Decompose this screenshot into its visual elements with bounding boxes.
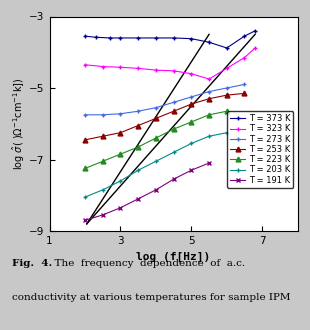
Line: T = 273 K: T = 273 K (82, 82, 247, 117)
T = 273 K (83, 113, 87, 117)
Line: T = 223 K: T = 223 K (82, 109, 229, 171)
Legend: T = 373 K, T = 323 K, T = 273 K, T = 253 K, T = 223 K, T = 203 K, T = 191 K: T = 373 K, T = 323 K, T = 273 K, T = 253… (227, 111, 294, 188)
T = 253 K (136, 123, 140, 127)
T = 253 K (172, 109, 175, 113)
T = 203 K (119, 179, 122, 183)
T = 191 K (136, 197, 140, 201)
T = 223 K (207, 113, 211, 117)
T = 253 K (207, 97, 211, 101)
T = 191 K (101, 213, 104, 217)
Line: T = 253 K: T = 253 K (82, 91, 247, 142)
T = 373 K (189, 37, 193, 41)
T = 191 K (154, 188, 158, 192)
T = 223 K (225, 109, 228, 113)
Text: The  frequency  dependence  of  a.c.: The frequency dependence of a.c. (48, 259, 245, 268)
T = 323 K (225, 66, 228, 70)
T = 273 K (189, 95, 193, 99)
T = 203 K (154, 159, 158, 163)
T = 203 K (189, 142, 193, 146)
T = 373 K (207, 40, 211, 44)
T = 223 K (154, 136, 158, 140)
T = 373 K (253, 29, 257, 33)
T = 273 K (172, 100, 175, 104)
T = 373 K (94, 35, 98, 39)
T = 253 K (119, 131, 122, 135)
Line: T = 373 K: T = 373 K (82, 28, 258, 50)
T = 253 K (101, 134, 104, 138)
T = 373 K (154, 36, 158, 40)
Line: T = 191 K: T = 191 K (82, 161, 211, 223)
T = 191 K (172, 177, 175, 181)
T = 223 K (119, 152, 122, 156)
T = 253 K (189, 102, 193, 106)
T = 373 K (243, 34, 246, 38)
Line: T = 203 K: T = 203 K (82, 130, 229, 199)
T = 273 K (207, 89, 211, 94)
T = 373 K (108, 36, 112, 40)
T = 203 K (172, 150, 175, 154)
T = 323 K (243, 56, 246, 60)
T = 373 K (172, 36, 175, 40)
Text: Fig.  4.: Fig. 4. (12, 259, 53, 268)
Line: T = 323 K: T = 323 K (82, 46, 258, 82)
T = 323 K (207, 77, 211, 81)
T = 323 K (83, 63, 87, 67)
T = 223 K (101, 159, 104, 163)
T = 373 K (83, 34, 87, 38)
T = 273 K (101, 113, 104, 117)
T = 323 K (119, 65, 122, 69)
T = 203 K (136, 168, 140, 172)
T = 273 K (154, 106, 158, 110)
T = 323 K (189, 72, 193, 76)
Text: conductivity at various temperatures for sample IPM: conductivity at various temperatures for… (12, 293, 291, 302)
T = 323 K (136, 66, 140, 70)
T = 273 K (119, 112, 122, 116)
T = 323 K (154, 68, 158, 72)
T = 253 K (154, 116, 158, 120)
T = 373 K (136, 36, 140, 40)
T = 191 K (119, 206, 122, 210)
Y-axis label: log $\hat{\sigma}$( )$\Omega^{-1}$cm$^{-1}$k]): log $\hat{\sigma}$( )$\Omega^{-1}$cm$^{-… (10, 78, 27, 170)
T = 253 K (225, 93, 228, 97)
T = 323 K (172, 69, 175, 73)
X-axis label: log (f[Hz]): log (f[Hz]) (136, 251, 211, 262)
T = 203 K (101, 188, 104, 192)
T = 223 K (83, 166, 87, 170)
T = 253 K (243, 91, 246, 95)
T = 223 K (136, 145, 140, 149)
T = 203 K (207, 134, 211, 138)
T = 273 K (136, 109, 140, 113)
T = 273 K (243, 82, 246, 86)
T = 223 K (189, 120, 193, 124)
T = 191 K (189, 168, 193, 172)
T = 253 K (83, 138, 87, 142)
T = 191 K (83, 218, 87, 222)
T = 203 K (225, 131, 228, 135)
T = 223 K (172, 127, 175, 131)
T = 323 K (253, 46, 257, 50)
T = 373 K (225, 46, 228, 50)
T = 191 K (207, 161, 211, 165)
T = 323 K (101, 65, 104, 69)
T = 203 K (83, 195, 87, 199)
T = 273 K (225, 86, 228, 90)
T = 373 K (119, 36, 122, 40)
